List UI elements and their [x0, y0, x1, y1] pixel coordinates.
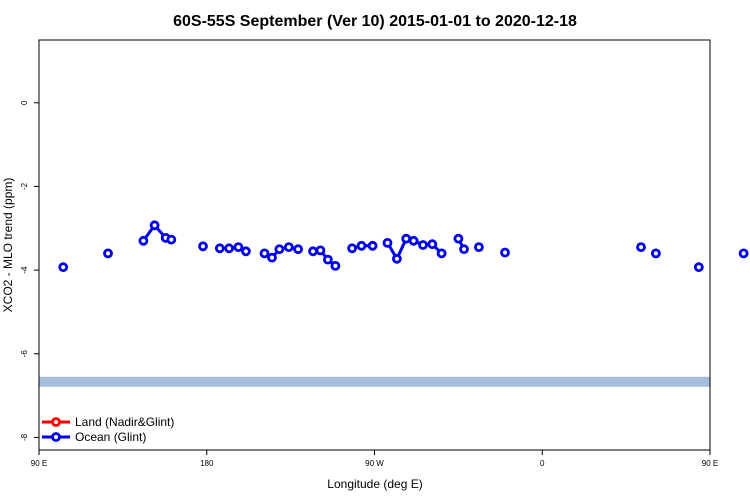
data-point — [103, 248, 113, 259]
data-point — [214, 243, 225, 254]
data-point — [738, 248, 749, 259]
data-point — [427, 239, 438, 250]
x-axis-label: Longitude (deg E) — [327, 477, 422, 491]
data-point — [453, 233, 464, 244]
data-point — [391, 253, 402, 264]
y-tick-label: -4 — [20, 266, 29, 274]
chart-title: 60S-55S September (Ver 10) 2015-01-01 to… — [173, 13, 577, 30]
data-point — [330, 260, 341, 271]
data-point — [459, 244, 469, 255]
data-point — [293, 244, 304, 255]
data-point — [224, 243, 235, 254]
x-tick-label: 90 E — [31, 459, 47, 468]
plot-area — [39, 220, 749, 387]
y-axis: 0 -2 -4 -6 -8 — [20, 100, 39, 441]
data-point — [408, 235, 419, 246]
data-point — [651, 248, 661, 259]
y-tick-label: -8 — [20, 433, 29, 441]
data-point — [367, 240, 378, 251]
data-point — [473, 242, 484, 253]
y-axis-label: XCO2 - MLO trend (ppm) — [1, 178, 15, 313]
data-point — [382, 237, 393, 248]
data-point — [166, 234, 177, 245]
x-axis: 90 E 180 90 W 0 90 E — [31, 450, 718, 468]
y-tick-label: -2 — [20, 182, 29, 190]
data-point — [347, 243, 358, 254]
legend-label: Ocean (Glint) — [75, 430, 146, 444]
data-point — [198, 241, 208, 252]
data-point — [401, 233, 412, 244]
x-tick-label: 180 — [200, 459, 214, 468]
data-point — [233, 242, 244, 253]
data-point — [693, 262, 704, 273]
data-point — [500, 247, 510, 258]
data-point — [240, 246, 251, 257]
data-point — [274, 244, 285, 255]
data-point — [283, 242, 294, 253]
data-point — [58, 262, 69, 273]
data-point — [315, 245, 326, 256]
data-point — [322, 254, 333, 265]
y-tick-label: 0 — [20, 100, 29, 105]
legend-marker — [51, 432, 61, 442]
data-point — [259, 248, 270, 259]
data-point — [267, 252, 277, 263]
x-tick-label: 0 — [540, 459, 545, 468]
data-point — [636, 242, 646, 253]
legend-label: Land (Nadir&Glint) — [75, 415, 174, 429]
data-point — [308, 246, 318, 257]
x-tick-label: 90 E — [702, 459, 718, 468]
data-point — [149, 220, 160, 231]
y-tick-label: -6 — [20, 350, 29, 358]
legend: Land (Nadir&Glint)Ocean (Glint) — [42, 415, 174, 444]
land-band — [39, 376, 710, 387]
data-point — [436, 248, 447, 259]
data-point — [418, 240, 428, 250]
data-point — [356, 240, 367, 251]
data-point — [138, 235, 149, 246]
x-tick-label: 90 W — [365, 459, 384, 468]
legend-marker — [51, 417, 61, 427]
